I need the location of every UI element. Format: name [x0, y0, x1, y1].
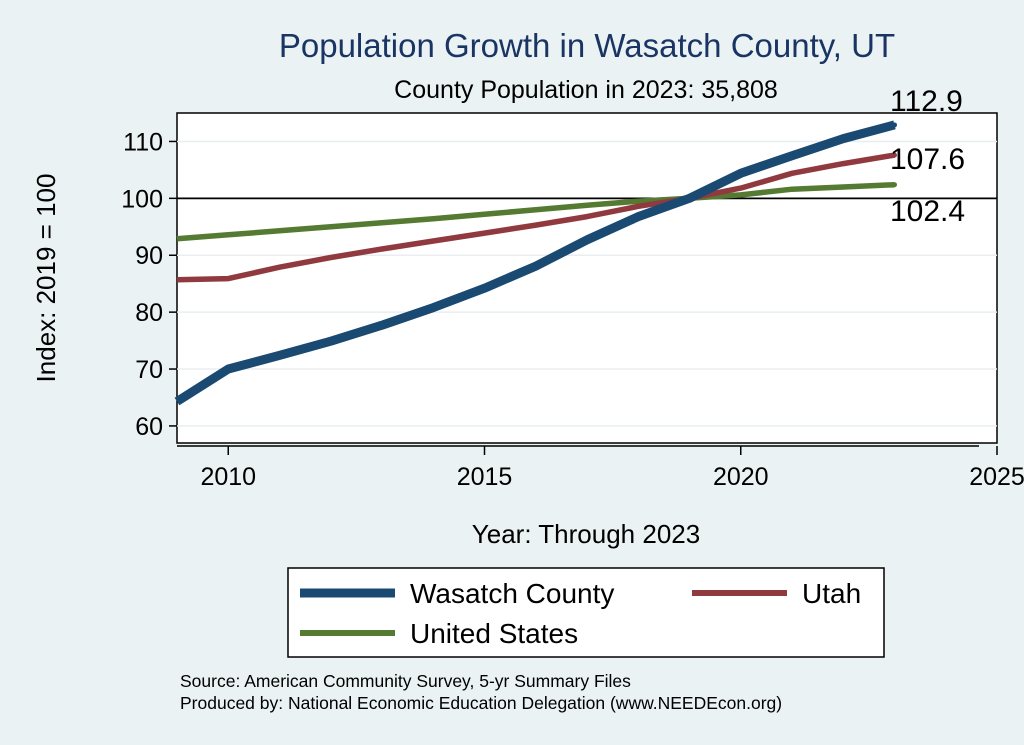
- legend-label-1: Utah: [802, 578, 861, 609]
- legend-label-0: Wasatch County: [410, 578, 614, 609]
- gridlines: [177, 140, 997, 427]
- series-line-1: [176, 152, 895, 283]
- chart-title: Population Growth in Wasatch County, UT: [279, 27, 895, 64]
- legend-label-2: United States: [410, 618, 578, 649]
- x-tick-label: 2020: [713, 463, 769, 491]
- producer-note: Produced by: National Economic Education…: [180, 693, 782, 713]
- y-tick-label: 90: [135, 242, 163, 270]
- plot-area: [176, 112, 998, 444]
- chart-subtitle: County Population in 2023: 35,808: [394, 76, 778, 104]
- end-label-2: 102.4: [890, 195, 965, 228]
- x-tick-label: 2025: [969, 463, 1024, 491]
- series-end-marker-1: [892, 152, 897, 158]
- end-label-1: 107.6: [890, 143, 965, 176]
- source-note: Source: American Community Survey, 5-yr …: [180, 671, 631, 691]
- series-line-2: [176, 181, 895, 242]
- series-lines: [174, 120, 897, 406]
- end-label-0: 112.9: [890, 85, 963, 118]
- end-labels: 112.9 107.6 102.4: [890, 85, 965, 228]
- y-axis: 60 70 80 90 100 110: [121, 128, 177, 441]
- x-axis-title: Year: Through 2023: [472, 519, 700, 549]
- series-end-marker-0: [892, 122, 897, 128]
- series-end-marker-2: [892, 182, 897, 188]
- y-tick-label: 80: [135, 299, 163, 327]
- y-axis-title: Index: 2019 = 100: [31, 174, 61, 383]
- x-tick-label: 2015: [457, 463, 513, 491]
- y-tick-label: 70: [135, 356, 163, 384]
- y-tick-label: 110: [123, 128, 163, 156]
- y-tick-label: 60: [135, 413, 163, 441]
- x-axis: 2010 2015 2020 2025: [177, 445, 1024, 491]
- legend-box: [287, 567, 885, 658]
- legend: Wasatch County Utah United States: [300, 578, 861, 649]
- y-tick-label: 100: [121, 185, 163, 213]
- x-tick-label: 2010: [200, 463, 256, 491]
- series-line-0: [174, 120, 896, 406]
